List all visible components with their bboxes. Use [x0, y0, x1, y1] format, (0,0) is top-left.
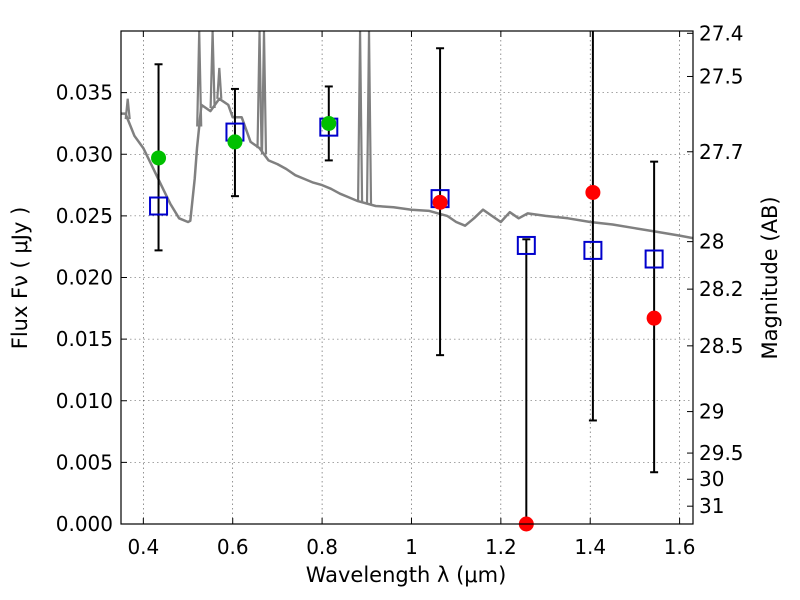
x-tick-label: 0.4	[127, 535, 159, 559]
y-tick-label: 0.000	[56, 512, 113, 536]
model-emission-spike	[260, 31, 268, 155]
y2-axis-label: Magnitude (AB)	[758, 196, 782, 359]
red-data-point	[646, 310, 662, 326]
green-data-point	[227, 134, 243, 150]
y2-tick-label: 27.5	[699, 64, 744, 88]
y-tick-label: 0.030	[56, 142, 113, 166]
model-spectrum-line	[121, 97, 693, 240]
red-data-point	[585, 184, 601, 200]
y-tick-label: 0.015	[56, 327, 113, 351]
y2-tick-label: 29	[699, 400, 724, 424]
model-emission-spike	[356, 31, 364, 202]
y-tick-label: 0.035	[56, 81, 113, 105]
model-square-point	[644, 249, 664, 269]
x-tick-label: 1.6	[664, 535, 696, 559]
x-tick-label: 1	[405, 535, 418, 559]
y2-tick-label: 30	[699, 467, 724, 491]
model-emission-spike	[209, 31, 216, 109]
x-tick-label: 1.2	[485, 535, 517, 559]
model-emission-spike	[365, 31, 373, 205]
y2-tick-label: 29.5	[699, 441, 744, 465]
y2-tick-label: 31	[699, 494, 724, 518]
model-emission-spike	[256, 31, 263, 149]
green-data-point	[321, 115, 337, 131]
model-spectrum-layer	[121, 31, 693, 240]
model-square-point	[583, 240, 603, 260]
model-square-point	[149, 196, 169, 216]
tick-layer	[121, 31, 693, 525]
y-tick-label: 0.005	[56, 450, 113, 474]
y-axis-label: Flux Fν ( μJy )	[8, 207, 32, 350]
model-emission-spike	[216, 67, 223, 99]
tick-label-layer: 0.4 0.6 0.8 1 1.2 1.4 1.6 0.000 0.005 0.010 0.015 0…	[56, 21, 744, 559]
green-data-point	[151, 150, 167, 166]
model-square-point	[516, 235, 536, 255]
y-tick-label: 0.010	[56, 389, 113, 413]
y2-tick-label: 28.5	[699, 334, 744, 358]
y-tick-label: 0.025	[56, 204, 113, 228]
red-data-point	[432, 194, 448, 210]
x-tick-label: 0.8	[306, 535, 338, 559]
model-emission-spike	[196, 31, 203, 127]
y-tick-label: 0.020	[56, 266, 113, 290]
y2-tick-label: 28.2	[699, 277, 744, 301]
y2-tick-label: 27.7	[699, 140, 744, 164]
x-tick-label: 1.4	[574, 535, 606, 559]
x-tick-label: 0.6	[217, 535, 249, 559]
marker-layer	[149, 115, 664, 532]
x-axis-label: Wavelength λ (μm)	[306, 563, 507, 587]
model-emission-spike	[124, 98, 131, 120]
y2-tick-label: 27.4	[699, 21, 744, 45]
grid-layer	[121, 31, 693, 525]
y2-tick-label: 28	[699, 230, 724, 254]
